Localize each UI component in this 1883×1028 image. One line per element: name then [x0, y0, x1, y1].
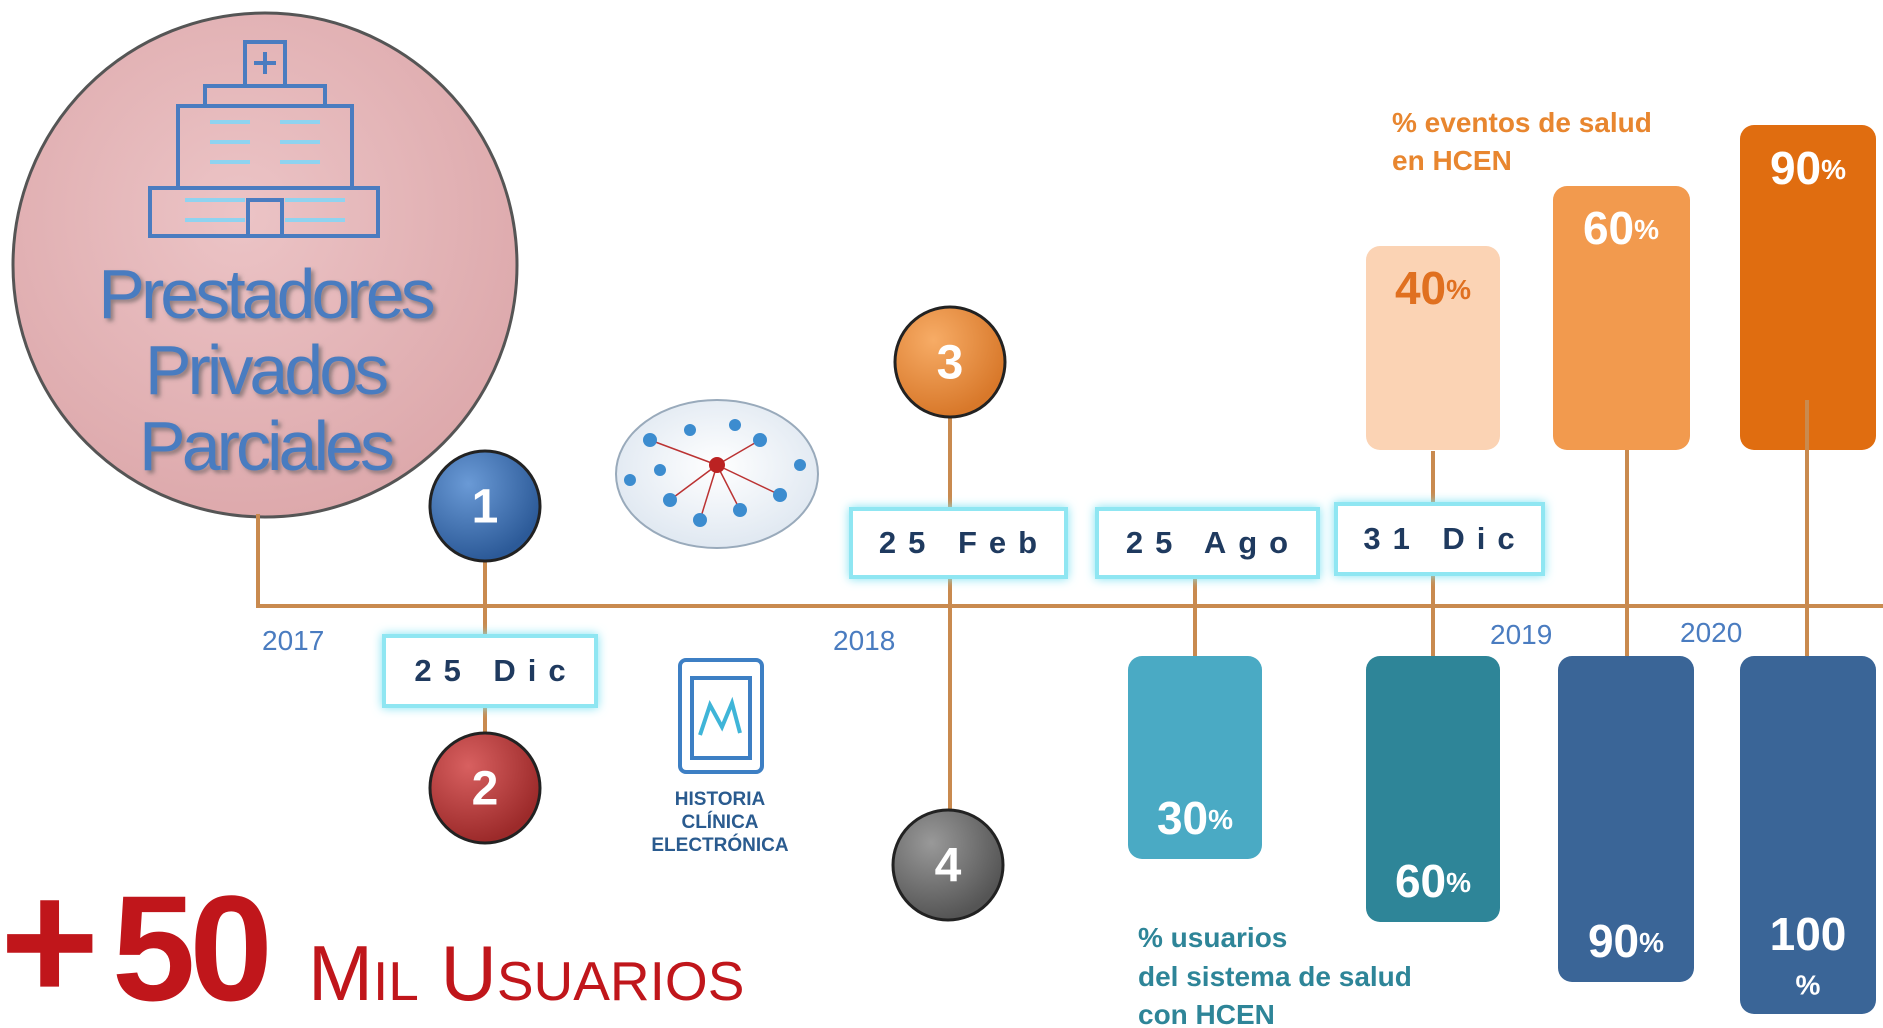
banner-plus: +: [0, 847, 99, 1028]
users-label: % usuarios: [1138, 922, 1287, 953]
milestone: 3: [895, 307, 1005, 417]
banner-text: Mil Usuarios: [308, 929, 744, 1017]
date-tag: 25 Dic: [384, 636, 596, 706]
milestone-number: 2: [472, 763, 499, 816]
year-label: 2017: [262, 625, 324, 656]
providers-badge: Prestadores Privados Parciales: [13, 13, 517, 517]
badge-line: Prestadores: [98, 255, 433, 333]
users-label: con HCEN: [1138, 999, 1275, 1028]
users-label: del sistema de salud: [1138, 961, 1412, 992]
date-label: 31 Dic: [1363, 521, 1526, 556]
icon-caption: HISTORIA: [675, 789, 766, 810]
badge-line: Privados: [145, 331, 387, 409]
date-tag: 25 Ago: [1097, 509, 1318, 577]
banner-number: 50: [112, 864, 267, 1028]
ehr-icon: [680, 660, 762, 772]
icon-caption: ELECTRÓNICA: [651, 834, 789, 856]
milestone-number: 3: [937, 337, 964, 390]
milestone: 1: [430, 451, 540, 561]
users-bar: [1740, 656, 1876, 1014]
network-image: [616, 400, 818, 548]
date-label: 25 Feb: [879, 525, 1049, 560]
milestone: 4: [893, 810, 1003, 920]
date-label: 25 Ago: [1126, 525, 1300, 560]
milestone-number: 1: [472, 481, 499, 534]
icon-caption: CLÍNICA: [681, 811, 758, 833]
events-label: en HCEN: [1392, 145, 1512, 176]
year-label: 2018: [833, 625, 895, 656]
milestone: 2: [430, 733, 540, 843]
badge-line: Parciales: [139, 407, 393, 485]
year-label: 2019: [1490, 619, 1552, 650]
events-label: % eventos de salud: [1392, 107, 1652, 138]
date-label: 25 Dic: [414, 653, 577, 688]
date-tag: 25 Feb: [851, 509, 1066, 577]
users-banner: + 50 Mil Usuarios: [0, 847, 744, 1028]
users-unit: %: [1796, 969, 1821, 1000]
date-tag: 31 Dic: [1336, 504, 1543, 574]
infographic: Prestadores Privados Parciales 2017 2018…: [0, 0, 1883, 1028]
year-label: 2020: [1680, 617, 1742, 648]
users-value: 100: [1770, 908, 1847, 960]
milestone-number: 4: [935, 840, 962, 893]
